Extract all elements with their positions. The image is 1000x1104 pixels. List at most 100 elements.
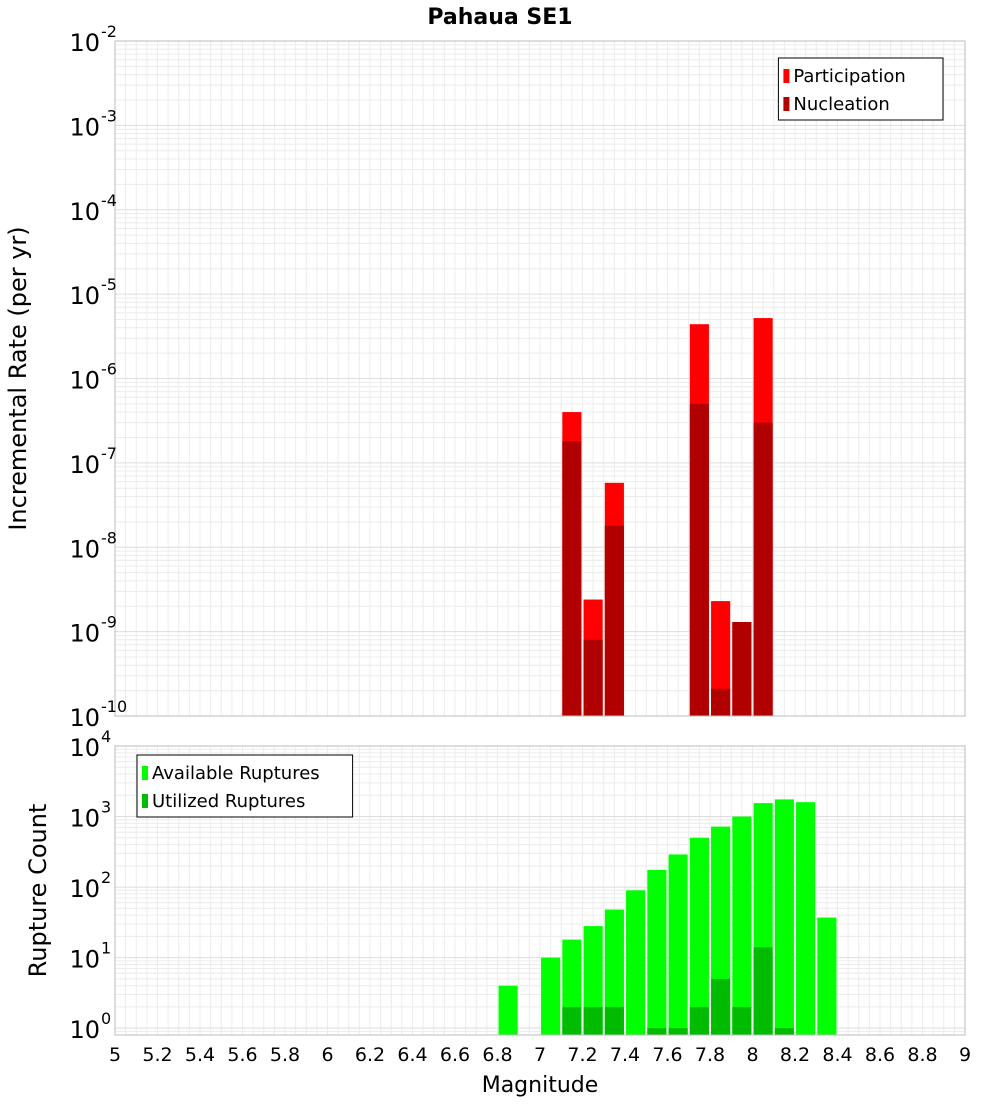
bar — [796, 802, 816, 1035]
x-axis-label: Magnitude — [482, 1073, 599, 1098]
x-tick-label: 9 — [959, 1044, 971, 1066]
y-tick-label: 10 — [69, 734, 100, 762]
bar — [817, 917, 837, 1035]
y-tick-exponent: -6 — [101, 360, 117, 379]
bar — [626, 890, 646, 1035]
legend-swatch — [783, 97, 790, 111]
x-tick-label: 7.2 — [567, 1044, 597, 1066]
bar — [774, 799, 794, 1035]
rate-legend: Participation Nucleation — [777, 57, 944, 121]
count-series-2 — [562, 947, 794, 1035]
legend-label: Participation — [793, 66, 905, 87]
bar — [668, 1028, 688, 1035]
x-tick-label: 6 — [321, 1044, 333, 1066]
x-tick-label: 8 — [746, 1044, 758, 1066]
y-tick-label: 10 — [69, 704, 100, 732]
y-tick-exponent: 3 — [101, 798, 111, 817]
bar — [732, 816, 752, 1035]
x-tick-label: 6.8 — [482, 1044, 512, 1066]
x-tick-label: 7.4 — [610, 1044, 640, 1066]
y-tick-exponent: 0 — [101, 1009, 111, 1028]
x-tick-label: 8.8 — [907, 1044, 937, 1066]
legend-label: Utilized Ruptures — [152, 791, 305, 812]
bar — [753, 947, 773, 1035]
y-tick-exponent: -2 — [101, 22, 117, 41]
bar — [711, 688, 731, 716]
x-tick-label: 5.8 — [270, 1044, 300, 1066]
x-tick-label: 7.6 — [652, 1044, 682, 1066]
rate-plot-frame — [114, 40, 966, 717]
bar — [498, 985, 518, 1035]
bar — [583, 1006, 603, 1035]
x-tick-label: 8.4 — [822, 1044, 852, 1066]
rate-series-2 — [562, 403, 773, 716]
count-legend: Available Ruptures Utilized Ruptures — [136, 754, 354, 818]
bar — [604, 909, 624, 1035]
bar — [732, 622, 752, 716]
y-tick-exponent: 2 — [101, 868, 111, 887]
y-tick-label: 10 — [69, 29, 100, 57]
y-tick-exponent: -7 — [101, 444, 117, 463]
count-y-axis-label: Rupture Count — [24, 804, 52, 978]
bar — [541, 957, 561, 1035]
y-tick-label: 10 — [69, 875, 100, 903]
x-tick-label: 5.6 — [227, 1044, 257, 1066]
x-tick-label: 5.4 — [185, 1044, 215, 1066]
x-tick-label: 5.2 — [142, 1044, 172, 1066]
bar — [668, 854, 688, 1035]
y-tick-label: 10 — [69, 367, 100, 395]
y-tick-exponent: -10 — [101, 697, 127, 716]
bar — [647, 1028, 667, 1035]
x-tick-label: 5 — [109, 1044, 121, 1066]
bar — [562, 441, 582, 716]
legend-box — [136, 754, 354, 818]
y-tick-exponent: 1 — [101, 939, 111, 958]
y-tick-label: 10 — [69, 946, 100, 974]
legend-label: Nucleation — [793, 94, 889, 115]
chart-title: Pahaua SE1 — [427, 5, 572, 30]
x-tick-label: 6.6 — [440, 1044, 470, 1066]
y-tick-label: 10 — [69, 113, 100, 141]
legend-swatch — [142, 766, 148, 780]
y-tick-exponent: -5 — [101, 275, 117, 294]
x-tick-label: 7 — [534, 1044, 546, 1066]
y-tick-exponent: -8 — [101, 528, 117, 547]
bar — [647, 869, 667, 1035]
legend-swatch — [783, 69, 790, 83]
y-tick-label: 10 — [69, 535, 100, 563]
y-tick-label: 10 — [69, 282, 100, 310]
y-tick-exponent: 4 — [101, 727, 111, 746]
x-tick-label: 6.4 — [397, 1044, 427, 1066]
bar — [711, 601, 731, 716]
x-tick-label: 7.8 — [695, 1044, 725, 1066]
legend-swatch — [142, 794, 148, 808]
x-tick-label: 8.2 — [780, 1044, 810, 1066]
bar — [562, 1006, 582, 1035]
y-tick-exponent: -3 — [101, 106, 117, 125]
rate-y-axis-label: Incremental Rate (per yr) — [4, 226, 32, 530]
legend-label: Available Ruptures — [152, 763, 320, 784]
count-series-1 — [498, 799, 837, 1035]
bar — [689, 1006, 709, 1035]
y-tick-label: 10 — [69, 451, 100, 479]
y-tick-label: 10 — [69, 620, 100, 648]
x-tick-label: 8.6 — [865, 1044, 895, 1066]
bar — [753, 422, 773, 716]
y-tick-label: 10 — [69, 805, 100, 833]
x-tick-label: 6.2 — [355, 1044, 385, 1066]
bar — [774, 1028, 794, 1035]
y-tick-exponent: -4 — [101, 191, 117, 210]
rate-grid — [114, 40, 966, 717]
legend-box — [777, 57, 944, 121]
count-plot-frame — [114, 745, 966, 1036]
bar — [732, 1006, 752, 1035]
bar — [604, 525, 624, 716]
y-tick-exponent: -9 — [101, 613, 117, 632]
y-tick-label: 10 — [69, 1016, 100, 1044]
bar — [711, 978, 731, 1035]
bar — [583, 639, 603, 716]
